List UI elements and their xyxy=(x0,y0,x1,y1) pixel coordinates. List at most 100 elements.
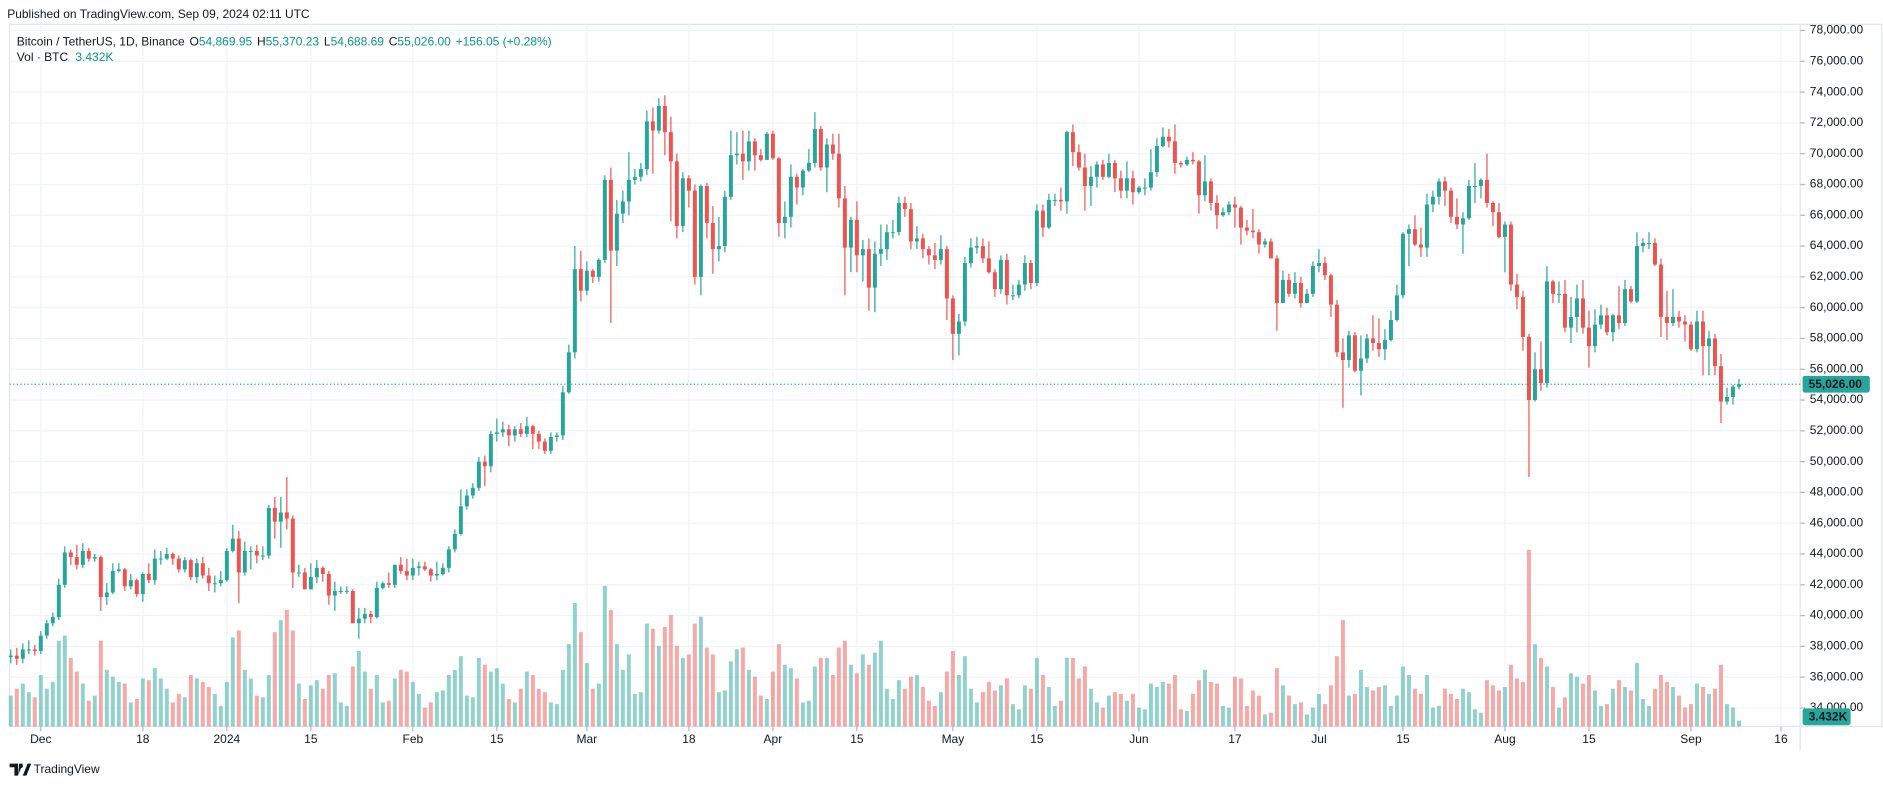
volume-bar xyxy=(1130,693,1135,727)
volume-bar xyxy=(422,707,427,727)
volume-bar xyxy=(794,678,799,727)
volume-bar xyxy=(1358,669,1363,727)
volume-bar xyxy=(1010,704,1015,727)
volume-bar xyxy=(1262,714,1267,727)
y-tick-label: 62,000.00 xyxy=(1810,269,1864,283)
volume-bar xyxy=(260,697,265,727)
candle-body xyxy=(1640,242,1645,247)
candle-body xyxy=(1688,324,1693,350)
candle-body xyxy=(854,219,859,256)
volume-bar xyxy=(1178,709,1183,727)
volume-bar xyxy=(1190,693,1195,727)
candle-body xyxy=(278,512,283,522)
volume-bar xyxy=(242,669,247,727)
volume-bar xyxy=(8,695,13,727)
candle-body xyxy=(1082,167,1087,187)
candle-body xyxy=(194,563,199,578)
candle-body xyxy=(224,550,229,581)
volume-bar xyxy=(458,656,463,727)
volume-bar xyxy=(626,654,631,727)
candle-body xyxy=(1713,338,1717,367)
candle-layer xyxy=(8,95,1741,665)
volume-bar xyxy=(1046,687,1051,727)
candle-body xyxy=(416,566,421,568)
candle-body xyxy=(386,583,391,585)
volume-bar xyxy=(1592,690,1597,727)
volume-bar xyxy=(1298,702,1303,727)
candle-body xyxy=(1100,164,1105,177)
x-tick-label: 16 xyxy=(1774,732,1788,746)
volume-bar xyxy=(122,683,127,727)
volume-bar xyxy=(314,680,319,727)
candle-body xyxy=(1676,316,1681,322)
volume-bar xyxy=(272,632,277,727)
candle-body xyxy=(1370,338,1375,344)
candle-body xyxy=(1250,230,1255,233)
candle-body xyxy=(896,202,901,233)
candle-body xyxy=(470,487,475,496)
candle-body xyxy=(110,570,115,593)
last-volume-box xyxy=(1802,708,1851,726)
x-tick-label: 2024 xyxy=(213,732,240,746)
volume-bar xyxy=(404,671,409,727)
volume-bar xyxy=(572,602,577,727)
candle-body xyxy=(1442,181,1447,191)
candle-body xyxy=(1058,199,1063,202)
volume-bar xyxy=(800,702,805,727)
candle-body xyxy=(446,549,451,568)
candle-body xyxy=(578,269,583,291)
candle-body xyxy=(1670,316,1675,324)
candle-body xyxy=(380,583,385,588)
volume-bar xyxy=(164,688,169,727)
volume-bar xyxy=(1508,664,1513,727)
volume-bar xyxy=(248,678,253,727)
volume-bar xyxy=(638,692,643,727)
volume-bar xyxy=(1688,704,1693,727)
x-tick-label: Apr xyxy=(764,732,783,746)
candle-body xyxy=(1232,204,1237,208)
candle-body xyxy=(698,186,703,277)
volume-bar xyxy=(1634,663,1639,727)
x-tick-label: Jun xyxy=(1129,732,1148,746)
volume-bar xyxy=(1466,692,1471,727)
volume-bar xyxy=(962,656,967,727)
candle-body xyxy=(164,553,169,559)
volume-bar xyxy=(554,704,559,727)
volume-bar xyxy=(668,614,673,727)
candle-body xyxy=(1658,264,1663,317)
candle-body xyxy=(68,552,73,558)
candle-body xyxy=(1154,145,1159,173)
volume-bar xyxy=(68,657,73,727)
candle-body xyxy=(230,538,235,551)
candle-body xyxy=(1436,181,1441,197)
candle-body xyxy=(974,246,979,248)
candle-body xyxy=(1322,263,1327,276)
candle-body xyxy=(1454,216,1459,225)
volume-bar xyxy=(1112,692,1117,727)
candle-body xyxy=(398,564,403,571)
volume-bar xyxy=(698,616,703,727)
y-tick-label: 74,000.00 xyxy=(1810,84,1864,98)
candle-body xyxy=(248,550,253,552)
volume-bar xyxy=(128,702,133,727)
candle-body xyxy=(1346,335,1351,361)
candle-body xyxy=(1418,244,1423,248)
volume-bar xyxy=(326,675,331,727)
volume-bar xyxy=(980,692,985,727)
volume-bar xyxy=(1124,700,1129,727)
candle-body xyxy=(1364,338,1369,359)
last-volume-label: 3.432K xyxy=(1809,710,1848,724)
volume-bar xyxy=(890,699,895,727)
volume-bar xyxy=(1713,688,1717,727)
candle-body xyxy=(776,158,781,223)
y-tick-label: 78,000.00 xyxy=(1810,23,1864,37)
candle-body xyxy=(152,558,157,581)
candle-body xyxy=(824,144,829,168)
candle-body xyxy=(494,432,499,434)
volume-bar xyxy=(1136,707,1141,727)
volume-bar xyxy=(1737,720,1741,727)
volume-bar xyxy=(998,685,1003,727)
volume-bar xyxy=(506,699,511,727)
candle-body xyxy=(464,495,469,507)
